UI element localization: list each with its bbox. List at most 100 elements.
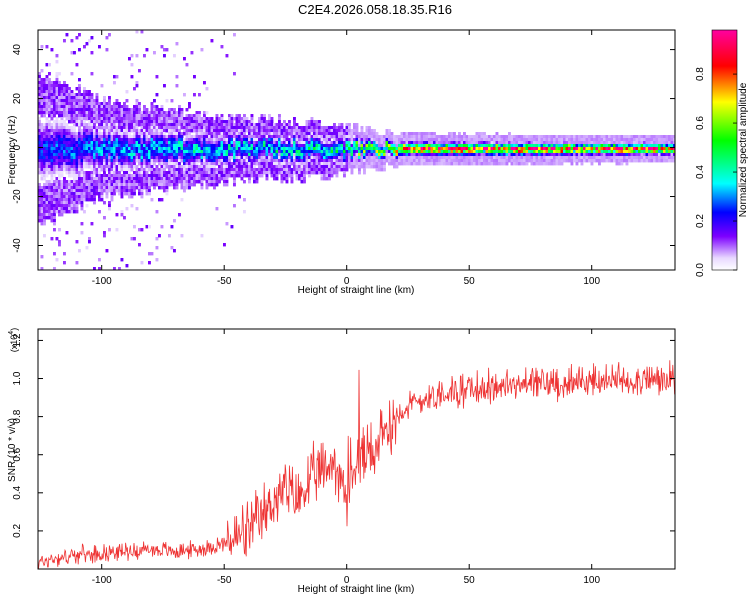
spectrogram-cell xyxy=(65,138,69,142)
spectrogram-cell xyxy=(113,159,116,163)
spectrogram-cell xyxy=(163,54,166,58)
spectrogram-cell xyxy=(408,138,411,142)
spectrogram-cell xyxy=(63,168,66,172)
spectrogram-cell xyxy=(53,126,56,130)
spectrogram-cell xyxy=(158,162,161,166)
spectrogram-cell xyxy=(55,123,59,127)
spectrogram-cell xyxy=(425,138,429,142)
spectrogram-cell xyxy=(400,159,404,163)
spectrogram-cell xyxy=(273,135,276,139)
spectrogram-cell xyxy=(65,87,69,91)
spectrogram-cell xyxy=(350,138,354,142)
spectrogram-cell xyxy=(90,150,94,154)
spectrogram-cell xyxy=(108,129,111,133)
spectrogram-cell xyxy=(668,150,671,154)
spectrogram-cell xyxy=(413,150,416,154)
spectrogram-cell xyxy=(53,210,56,214)
spectrogram-cell xyxy=(43,153,46,157)
spectrogram-cell xyxy=(115,129,119,133)
spectrogram-cell xyxy=(358,156,361,160)
spectrogram-cell xyxy=(53,219,56,223)
spectrogram-cell xyxy=(330,153,334,157)
spectrogram-cell xyxy=(210,126,214,130)
spectrogram-cell xyxy=(640,159,644,163)
spectrogram-cell xyxy=(340,132,344,136)
spectrogram-cell xyxy=(148,261,151,265)
spectrogram-cell xyxy=(130,123,134,127)
spectrogram-cell xyxy=(423,141,426,145)
spectrogram-cell xyxy=(225,156,229,160)
spectrogram-cell xyxy=(158,120,161,124)
spectrogram-cell xyxy=(658,141,661,145)
spectrogram-cell xyxy=(425,159,429,163)
spectrogram-cell xyxy=(665,153,669,157)
spectrogram-cell xyxy=(53,189,56,193)
spectrogram-cell xyxy=(78,159,81,163)
spectrogram-cell xyxy=(198,156,201,160)
spectrogram-cell xyxy=(170,129,174,133)
spectrogram-cell xyxy=(170,171,174,175)
spectrogram-cell xyxy=(143,111,146,115)
spectrogram-cell xyxy=(60,186,64,190)
spectrogram-cell xyxy=(175,186,179,190)
spectrogram-cell xyxy=(113,156,116,160)
spectrogram-cell xyxy=(213,132,216,136)
spectrogram-cell xyxy=(253,129,256,133)
spectrogram-cell xyxy=(205,123,209,127)
spectrogram-cell xyxy=(478,162,481,166)
spectrogram-cell xyxy=(120,111,124,115)
spectrogram-cell xyxy=(550,162,554,166)
spectrogram-cell xyxy=(58,126,61,130)
spectrogram-cell xyxy=(45,189,49,193)
spectrogram-cell xyxy=(468,141,471,145)
spectrogram-cell xyxy=(180,156,184,160)
spectrogram-cell xyxy=(368,156,371,160)
spectrogram-cell xyxy=(620,153,624,157)
spectrogram-cell xyxy=(80,204,84,208)
spectrogram-cell xyxy=(83,126,86,130)
spectrogram-cell xyxy=(118,183,121,187)
spectrogram-cell xyxy=(488,156,491,160)
spectrogram-cell xyxy=(233,177,236,181)
spectrogram-cell xyxy=(188,168,191,172)
spectrogram-cell xyxy=(258,144,261,148)
spectrogram-cell xyxy=(155,177,159,181)
spectrogram-cell xyxy=(48,126,51,130)
spectrogram-cell xyxy=(98,147,101,151)
spectrogram-cell xyxy=(523,156,526,160)
spectrogram-cell xyxy=(608,138,611,142)
spectrogram-cell xyxy=(410,162,414,166)
spectrogram-cell xyxy=(318,165,321,169)
spectrogram-cell xyxy=(330,144,334,148)
spectrogram-cell xyxy=(623,141,626,145)
spectrogram-cell xyxy=(153,144,156,148)
spectrogram-cell xyxy=(128,168,131,172)
spectrogram-cell xyxy=(40,219,44,223)
spectrogram-cell xyxy=(350,150,354,154)
spectrogram-cell xyxy=(240,129,244,133)
spectrogram-cell xyxy=(255,123,259,127)
spectrogram-cell xyxy=(370,150,374,154)
spectrogram-cell xyxy=(568,159,571,163)
spectrogram-cell xyxy=(463,144,466,148)
spectrogram-cell xyxy=(500,159,504,163)
spectrogram-cell xyxy=(238,147,241,151)
spectrogram-cell xyxy=(50,87,54,91)
spectrogram-cell xyxy=(583,150,586,154)
spectrogram-cell xyxy=(515,147,519,151)
spectrogram-cell xyxy=(120,153,124,157)
spectrogram-cell xyxy=(625,141,629,145)
spectrogram-cell xyxy=(73,114,76,118)
spectrogram-cell xyxy=(80,183,84,187)
spectrogram-cell xyxy=(125,126,129,130)
spectrogram-cell xyxy=(113,132,116,136)
spectrogram-cell xyxy=(85,156,89,160)
spectrogram-cell xyxy=(180,198,184,202)
spectrogram-cell xyxy=(318,147,321,151)
spectrogram-cell xyxy=(235,144,239,148)
spectrogram-cell xyxy=(110,147,114,151)
spectrogram-cell xyxy=(650,135,654,139)
spectrogram-cell xyxy=(120,147,124,151)
spectrogram-cell xyxy=(170,114,174,118)
spectrogram-cell xyxy=(50,111,54,115)
